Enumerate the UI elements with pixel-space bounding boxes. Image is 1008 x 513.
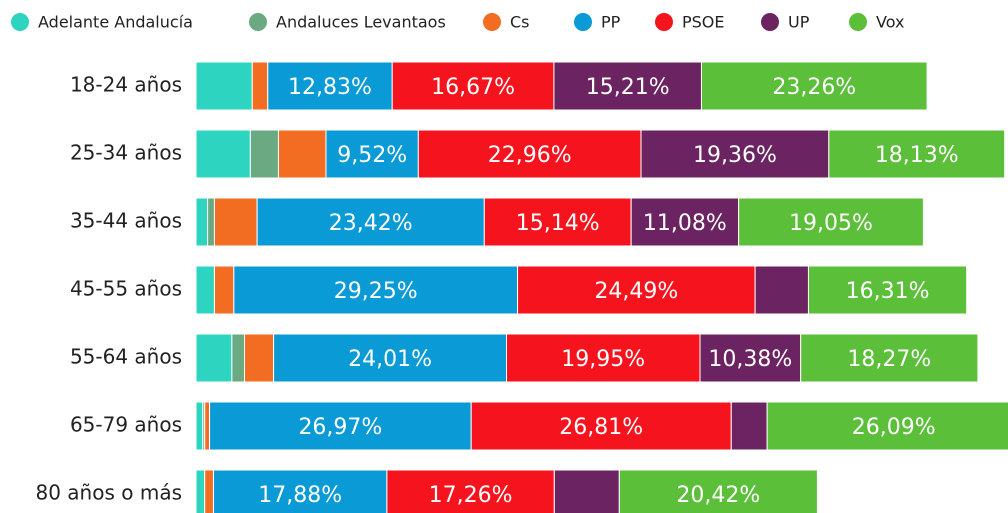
bar-segment	[730, 401, 768, 451]
value-label: 24,01%	[348, 347, 432, 372]
category-label: 18-24 años	[70, 73, 182, 97]
bar-segment	[213, 265, 235, 315]
bar-segment	[244, 333, 275, 383]
value-label: 15,14%	[516, 211, 600, 236]
bar-segment	[267, 61, 393, 111]
bar-segment	[204, 469, 214, 513]
value-label: 15,21%	[586, 75, 670, 100]
bar-segment	[249, 129, 279, 179]
bar-segment	[195, 129, 251, 179]
bar-segment	[195, 265, 215, 315]
legend-swatch	[655, 13, 673, 31]
bar-segment	[195, 469, 206, 513]
bar-segment	[738, 197, 924, 247]
bar-segment	[640, 129, 830, 179]
category-label: 25-34 años	[70, 141, 182, 165]
value-label: 17,26%	[429, 483, 513, 508]
bar-segment	[207, 197, 215, 247]
value-label: 26,09%	[852, 415, 936, 440]
value-label: 23,26%	[772, 75, 856, 100]
legend-swatch	[761, 13, 779, 31]
bar-segment	[483, 197, 632, 247]
value-label: 20,42%	[676, 483, 760, 508]
legend-label: Cs	[510, 13, 530, 32]
legend-swatch	[249, 13, 267, 31]
legend-label: PSOE	[682, 13, 725, 32]
value-label: 17,88%	[258, 483, 342, 508]
category-label: 35-44 años	[70, 209, 182, 233]
value-label: 22,96%	[488, 143, 572, 168]
value-label: 18,13%	[875, 143, 959, 168]
legend-label: UP	[788, 13, 810, 32]
value-label: 18,27%	[847, 347, 931, 372]
bar-segment	[828, 129, 1006, 179]
bar-segment	[807, 265, 968, 315]
bar-segment	[195, 197, 209, 247]
bar-segment	[766, 401, 1008, 451]
bar-segment	[212, 469, 388, 513]
category-label: 65-79 años	[70, 413, 182, 437]
category-label: 45-55 años	[70, 277, 182, 301]
value-label: 29,25%	[334, 279, 418, 304]
value-label: 19,95%	[561, 347, 645, 372]
legend-swatch	[11, 13, 29, 31]
value-label: 19,36%	[693, 143, 777, 168]
bar-segment	[699, 333, 802, 383]
legend-label: Andaluces Levantaos	[276, 13, 446, 32]
value-label: 23,42%	[329, 211, 413, 236]
value-label: 19,05%	[789, 211, 873, 236]
bar-segment	[325, 129, 419, 179]
bar-segment	[505, 333, 701, 383]
bar-segment	[251, 61, 269, 111]
bar-segment	[231, 333, 245, 383]
bar-segment	[195, 61, 253, 111]
bar-segment	[195, 333, 233, 383]
bar-segment	[553, 469, 620, 513]
bar-segment	[273, 333, 507, 383]
legend-label: Vox	[876, 13, 904, 32]
value-label: 11,08%	[643, 211, 727, 236]
value-label: 16,67%	[431, 75, 515, 100]
category-label: 55-64 años	[70, 345, 182, 369]
legend-swatch	[849, 13, 867, 31]
bar-segment	[195, 401, 204, 451]
bar-segment	[233, 265, 519, 315]
value-label: 9,52%	[337, 143, 407, 168]
value-label: 26,97%	[298, 415, 382, 440]
bar-segment	[517, 265, 756, 315]
value-label: 16,31%	[846, 279, 930, 304]
bar-segment	[386, 469, 555, 513]
bar-segment	[277, 129, 327, 179]
bar-segment	[754, 265, 809, 315]
bar-segment	[204, 401, 211, 451]
value-label: 10,38%	[708, 347, 792, 372]
legend-swatch	[483, 13, 501, 31]
bar-segment	[213, 197, 258, 247]
legend-swatch	[574, 13, 592, 31]
value-label: 12,83%	[288, 75, 372, 100]
category-label: 80 años o más	[35, 481, 182, 505]
bar-segment	[618, 469, 818, 513]
value-label: 24,49%	[594, 279, 678, 304]
bar-segment	[391, 61, 555, 111]
legend-label: PP	[601, 13, 621, 32]
bar-segment	[700, 61, 928, 111]
legend-label: Adelante Andalucía	[38, 13, 193, 32]
bar-segment	[800, 333, 979, 383]
bar-segment	[553, 61, 702, 111]
bar-segment	[417, 129, 642, 179]
bar-segment	[256, 197, 485, 247]
value-label: 26,81%	[559, 415, 643, 440]
